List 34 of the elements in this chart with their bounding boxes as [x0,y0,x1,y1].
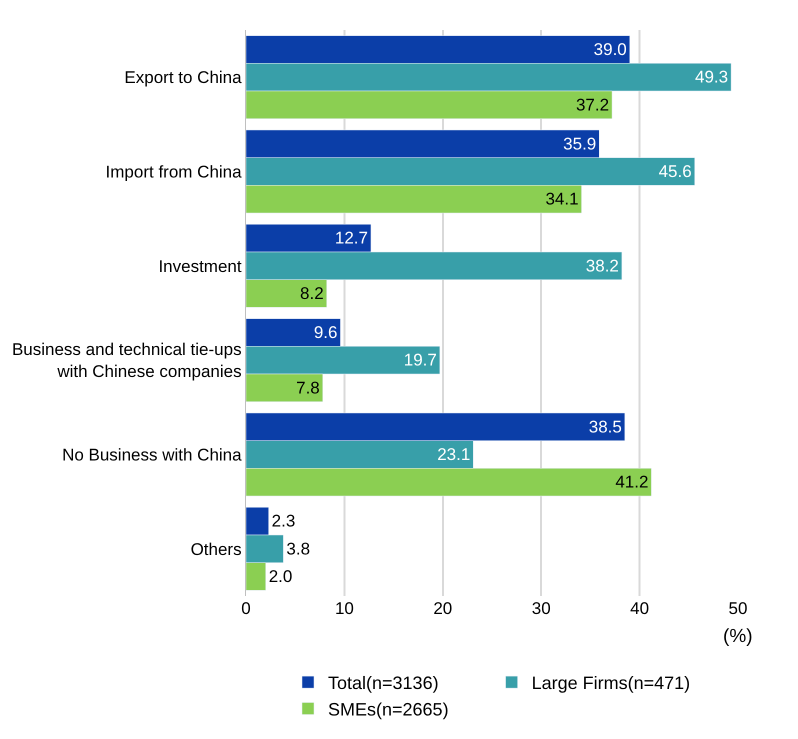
data-label: 49.3 [695,68,728,87]
y-tick-label: Import from China [106,162,242,182]
y-tick-label: No Business with China [62,445,242,464]
x-tick-label: 50 [728,599,748,618]
legend-label: Total(n=3136) [328,673,439,694]
x-tick-label: 30 [532,599,551,618]
y-tick-label: Investment [158,256,242,276]
data-label: 39.0 [594,40,627,59]
data-label: 9.6 [314,322,338,342]
data-label: 3.8 [286,539,310,558]
y-tick-label: Others [190,540,242,559]
data-label: 12.7 [334,228,368,248]
data-label: 38.5 [588,417,622,436]
data-label: 2.0 [268,567,292,586]
data-label: 34.1 [545,190,579,209]
x-tick-label: 0 [241,599,251,618]
data-label: 38.2 [586,256,619,276]
y-tick-label: Export to China [124,68,242,88]
data-label: 37.2 [576,95,610,114]
data-label: 7.8 [296,378,320,398]
x-tick-label: 40 [630,599,650,618]
x-tick-label: 10 [334,599,354,618]
data-label: 19.7 [404,350,437,370]
data-label: 23.1 [437,445,470,464]
data-label: 45.6 [658,162,692,181]
data-label: 35.9 [563,134,596,154]
data-label: 8.2 [300,284,324,304]
data-label: 41.2 [615,472,648,492]
x-axis-title: (%) [723,626,753,647]
y-tick-label: Business and technical tie-ups with Chinese companies [12,340,242,382]
data-label: 2.3 [272,512,296,531]
x-tick-label: 20 [433,599,452,618]
legend-label: Large Firms(n=471) [532,673,690,694]
legend-label: SMEs(n=2665) [328,700,449,720]
